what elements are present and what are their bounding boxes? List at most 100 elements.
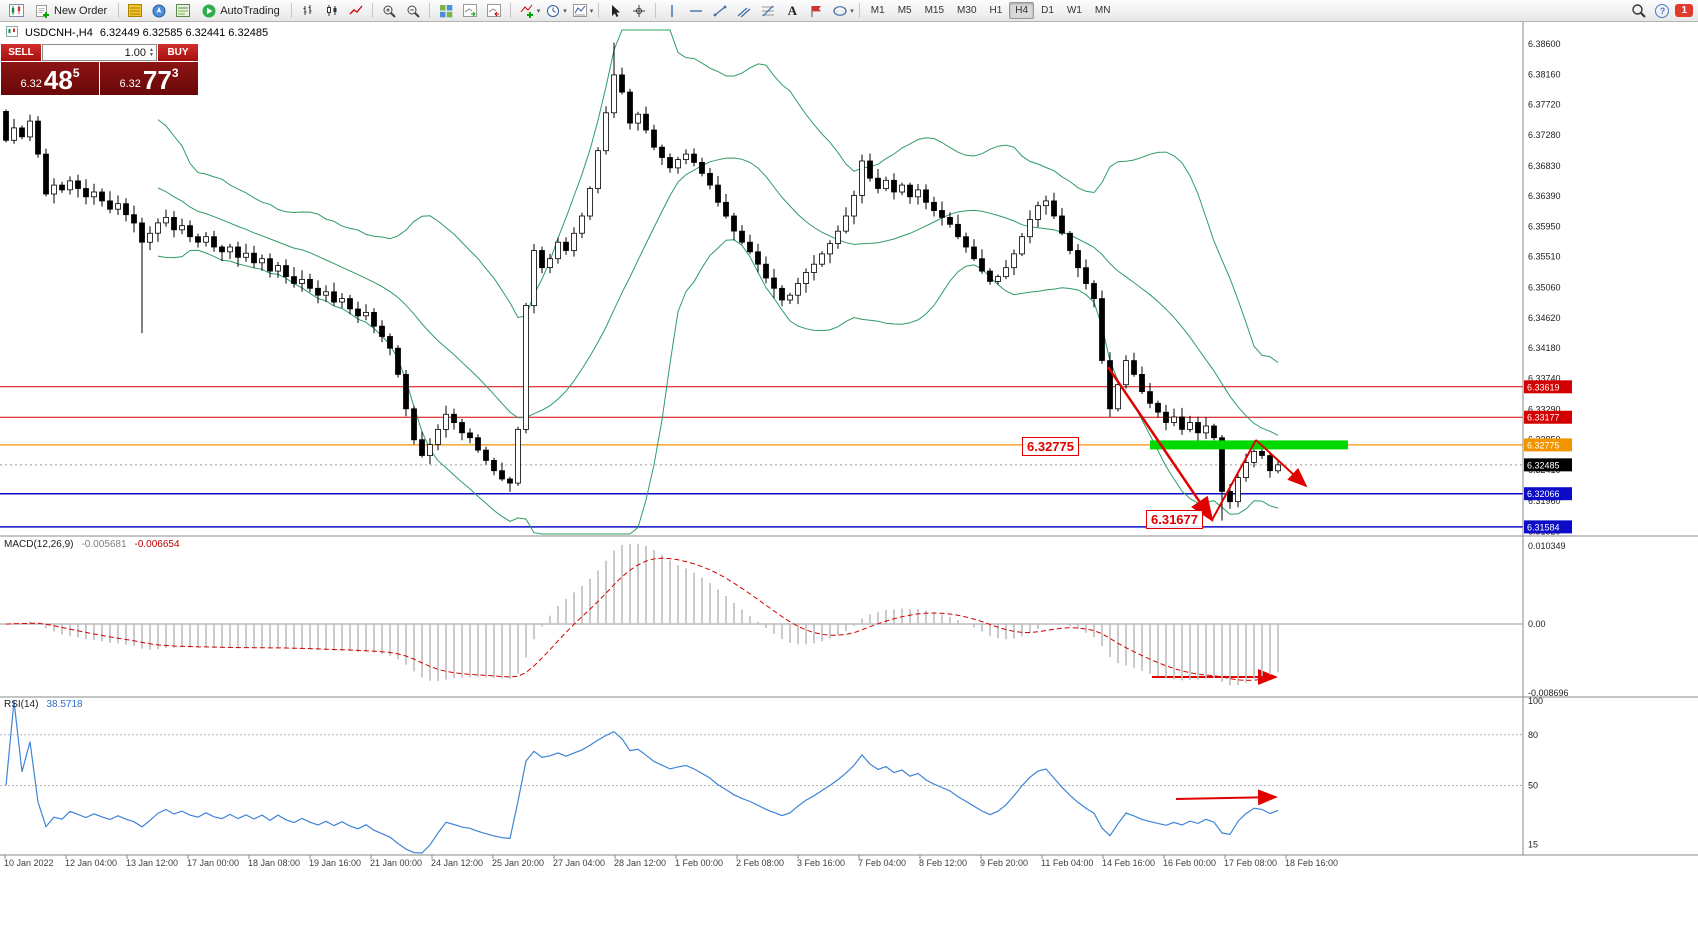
svg-text:6.36390: 6.36390 [1528,191,1561,201]
chevron-down-icon[interactable]: ▾ [536,7,541,15]
svg-text:3 Feb 16:00: 3 Feb 16:00 [797,858,845,868]
timeframe-button-m5[interactable]: M5 [897,5,912,16]
vertical-line-icon[interactable] [661,2,683,20]
terminal-icon[interactable] [172,2,194,20]
svg-text:6.35950: 6.35950 [1528,221,1561,231]
svg-text:50: 50 [1528,780,1538,790]
new-order-label: New Order [54,4,108,17]
buy-price-big: 77 [142,65,172,95]
chevron-down-icon[interactable]: ▾ [850,7,854,15]
price-axis[interactable]: 6.38600 6.38160 6.37720 6.37280 6.36830 6.363… [1524,39,1572,536]
horizontal-line-icon[interactable] [685,2,707,20]
search-icon[interactable] [1627,2,1649,20]
rsi-label: RSI(14) 38.5718 [4,699,83,710]
volume-input[interactable]: 1.00 ▲ ▼ [42,44,157,61]
svg-text:7 Feb 04:00: 7 Feb 04:00 [858,858,906,868]
svg-text:6.34180: 6.34180 [1528,343,1561,353]
svg-text:18 Feb 16:00: 18 Feb 16:00 [1285,858,1338,868]
volume-spinner[interactable]: ▲ ▼ [149,46,154,58]
svg-text:6.35510: 6.35510 [1528,252,1561,262]
bar-chart-icon[interactable] [297,2,319,20]
timeframe-button-m15[interactable]: M15 [924,5,945,16]
templates-icon[interactable] [569,2,591,20]
sell-price[interactable]: 6.32 48 5 [1,62,99,95]
indicators-icon[interactable] [516,2,538,20]
svg-text:27 Jan 04:00: 27 Jan 04:00 [553,858,605,868]
timeframe-button-mn[interactable]: MN [1094,5,1111,16]
trendline-icon[interactable] [709,2,731,20]
svg-text:6.32485: 6.32485 [1527,460,1560,470]
market-watch-icon[interactable] [124,2,146,20]
svg-text:6.32775: 6.32775 [1527,440,1560,450]
svg-text:13 Jan 12:00: 13 Jan 12:00 [126,858,178,868]
svg-text:100: 100 [1528,696,1543,706]
macd-histogram [5,543,1279,686]
chart-mini-icon [6,26,18,40]
buy-button[interactable]: BUY [158,44,198,61]
periods-icon[interactable] [542,2,564,20]
timeframe-group: M1 M5 M15 M30 H1 H4 D1 W1 MN [865,2,1117,19]
chart-shift-icon[interactable] [483,2,505,20]
chart-window-icon[interactable] [5,2,27,20]
candlestick-chart-icon[interactable] [321,2,343,20]
zoom-in-icon[interactable] [378,2,400,20]
low-price-label[interactable]: 6.31677 [1146,510,1203,529]
svg-text:6.31584: 6.31584 [1527,522,1560,532]
autotrading-label: AutoTrading [220,4,280,17]
svg-text:28 Jan 12:00: 28 Jan 12:00 [614,858,666,868]
time-axis[interactable]: 10 Jan 2022 12 Jan 04:00 13 Jan 12:00 17 Ja… [4,855,1338,868]
svg-text:6.38600: 6.38600 [1528,39,1561,49]
svg-text:6.33177: 6.33177 [1527,413,1560,423]
chevron-down-icon[interactable]: ▾ [563,7,567,15]
spinner-down-icon[interactable]: ▼ [149,51,154,58]
cursor-icon[interactable] [604,2,626,20]
help-icon[interactable]: ? [1651,2,1673,20]
tile-windows-icon[interactable] [435,2,457,20]
svg-text:10 Jan 2022: 10 Jan 2022 [4,858,54,868]
line-chart-icon[interactable] [345,2,367,20]
svg-text:17 Feb 08:00: 17 Feb 08:00 [1224,858,1277,868]
buy-price-sup: 3 [171,66,179,80]
new-order-button[interactable]: New Order [29,2,113,20]
svg-text:21 Jan 00:00: 21 Jan 00:00 [370,858,422,868]
sell-button[interactable]: SELL [1,44,41,61]
timeframe-button-h1[interactable]: H1 [989,5,1003,16]
resistance-price-label[interactable]: 6.32775 [1022,437,1079,456]
spinner-up-icon[interactable]: ▲ [149,46,154,53]
autotrading-button[interactable]: AutoTrading [196,2,286,20]
timeframe-button-d1[interactable]: D1 [1041,5,1054,16]
notification-badge[interactable]: 1 [1675,4,1693,17]
svg-text:6.33740: 6.33740 [1528,373,1561,383]
svg-text:0.010349: 0.010349 [1528,541,1566,551]
label-tool-icon[interactable] [805,2,827,20]
svg-text:6.32066: 6.32066 [1527,489,1560,499]
chevron-down-icon[interactable]: ▾ [589,7,594,15]
toolbar-separator [598,3,600,18]
navigator-icon[interactable] [148,2,170,20]
timeframe-button-h4[interactable]: H4 [1009,2,1035,19]
text-tool-icon[interactable]: A [781,2,803,20]
support-zone-bar[interactable] [1150,440,1348,450]
buy-price[interactable]: 6.32 77 3 [100,62,198,95]
rsi-name: RSI(14) [4,699,39,710]
toolbar-separator [371,3,373,18]
svg-text:6.36830: 6.36830 [1528,161,1561,171]
horizontal-level-lines[interactable] [0,386,1523,528]
shapes-icon[interactable] [829,2,851,20]
timeframe-button-m1[interactable]: M1 [870,5,885,16]
svg-text:12 Jan 04:00: 12 Jan 04:00 [65,858,117,868]
macd-signal-line [5,557,1279,681]
rsi-value: 38.5718 [46,699,83,710]
one-click-trading-panel: SELL 1.00 ▲ ▼ BUY 6.32 48 5 6.32 77 3 [1,44,198,95]
channel-icon[interactable] [733,2,755,20]
svg-text:6.35060: 6.35060 [1528,283,1561,293]
timeframe-button-w1[interactable]: W1 [1066,5,1082,16]
fibonacci-icon[interactable] [757,2,779,20]
auto-scroll-icon[interactable] [459,2,481,20]
svg-text:1 Feb 00:00: 1 Feb 00:00 [675,858,723,868]
crosshair-icon[interactable] [628,2,650,20]
timeframe-button-m30[interactable]: M30 [957,5,977,16]
zoom-out-icon[interactable] [402,2,424,20]
svg-text:25 Jan 20:00: 25 Jan 20:00 [492,858,544,868]
